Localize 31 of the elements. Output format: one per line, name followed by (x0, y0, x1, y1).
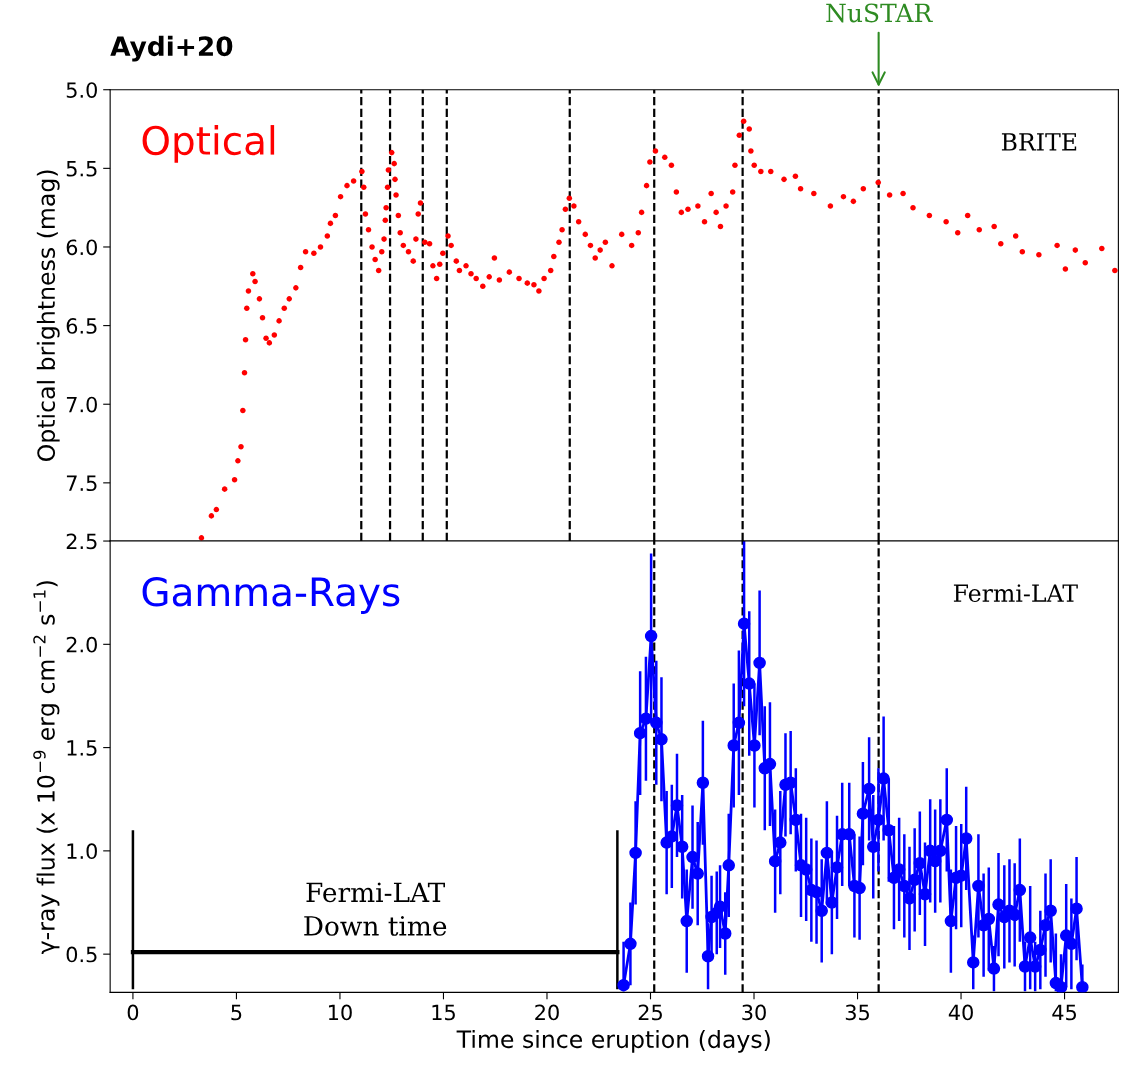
x-tick-label: 30 (742, 1004, 766, 1021)
x-tick-label: 15 (432, 1004, 455, 1021)
annotation: NuSTAR (826, 3, 933, 23)
annotation: Fermi-LAT Down time (304, 882, 447, 936)
y-tick-label: 6.0 (66, 239, 97, 256)
y-axis-title: Optical brightness (mag) (36, 170, 60, 461)
x-tick-label: 10 (328, 1004, 352, 1021)
annotation: Gamma-Rays (142, 577, 400, 615)
y-tick-label: 0.5 (66, 946, 97, 963)
annotation: BRITE (1001, 133, 1077, 151)
y-tick-label: 2.0 (66, 636, 97, 653)
x-tick-label: 35 (845, 1004, 869, 1021)
annotation: Fermi-LAT (953, 584, 1078, 603)
chart-title: Aydi+20 (110, 35, 233, 62)
y-tick-label: 5.5 (66, 161, 97, 177)
y-tick-label: 2.5 (66, 533, 97, 550)
annotation: Optical (142, 125, 275, 163)
y-tick-label: 5.0 (66, 82, 97, 98)
y-tick-label: 6.5 (66, 318, 97, 334)
y-axis-title: γ-ray flux (x 10$^{−9}$ erg cm$^{−2}$ s$^{−1}$) (33, 581, 60, 954)
y-tick-label: 1.0 (67, 843, 97, 860)
x-tick-label: 0 (127, 1004, 139, 1021)
x-tick-label: 45 (1052, 1004, 1076, 1021)
y-tick-label: 7.0 (66, 396, 97, 413)
x-tick-label: 5 (231, 1004, 242, 1021)
y-tick-label: 7.5 (66, 475, 97, 492)
x-axis-title: Time since eruption (days) (456, 1029, 770, 1053)
x-tick-label: 20 (535, 1004, 559, 1021)
x-tick-label: 40 (948, 1004, 973, 1021)
x-tick-label: 25 (638, 1004, 662, 1021)
y-tick-label: 1.5 (67, 740, 97, 756)
